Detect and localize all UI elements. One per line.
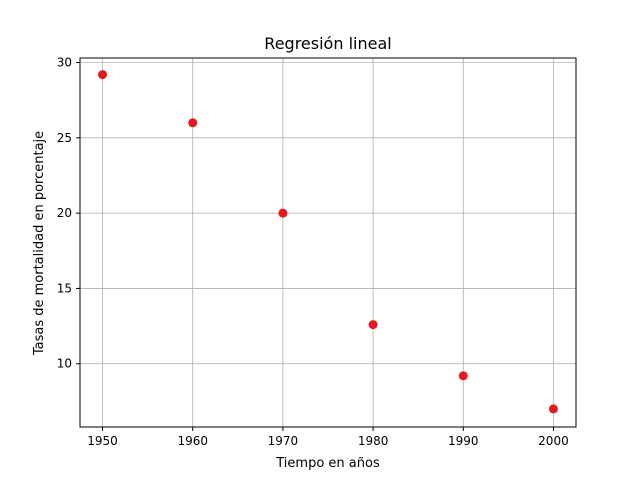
data-point [188, 118, 198, 128]
data-point [458, 371, 468, 381]
x-tick-label: 1950 [87, 434, 118, 448]
chart-title: Regresión lineal [264, 34, 391, 53]
data-point [548, 404, 558, 414]
y-tick-label: 25 [57, 131, 72, 145]
y-tick-label: 15 [57, 281, 72, 295]
x-tick-label: 1960 [177, 434, 208, 448]
x-tick-label: 1970 [268, 434, 299, 448]
data-point [278, 208, 288, 218]
y-tick-label: 30 [57, 56, 72, 70]
x-axis-ticks: 1950 1960 1970 1980 1990 2000 [87, 427, 569, 448]
y-axis-label: Tasas de mortalidad en porcentaje [32, 131, 47, 356]
data-point [98, 70, 108, 80]
plot-frame [79, 57, 577, 428]
data-point [368, 320, 378, 330]
data-points [98, 70, 558, 414]
y-tick-label: 10 [57, 357, 72, 371]
x-axis-label: Tiempo en años [275, 456, 380, 471]
x-tick-label: 1980 [358, 434, 389, 448]
y-axis-ticks: 10 15 20 25 30 [57, 56, 80, 371]
x-tick-label: 1990 [448, 434, 479, 448]
x-tick-label: 2000 [538, 434, 569, 448]
y-tick-label: 20 [57, 206, 72, 220]
